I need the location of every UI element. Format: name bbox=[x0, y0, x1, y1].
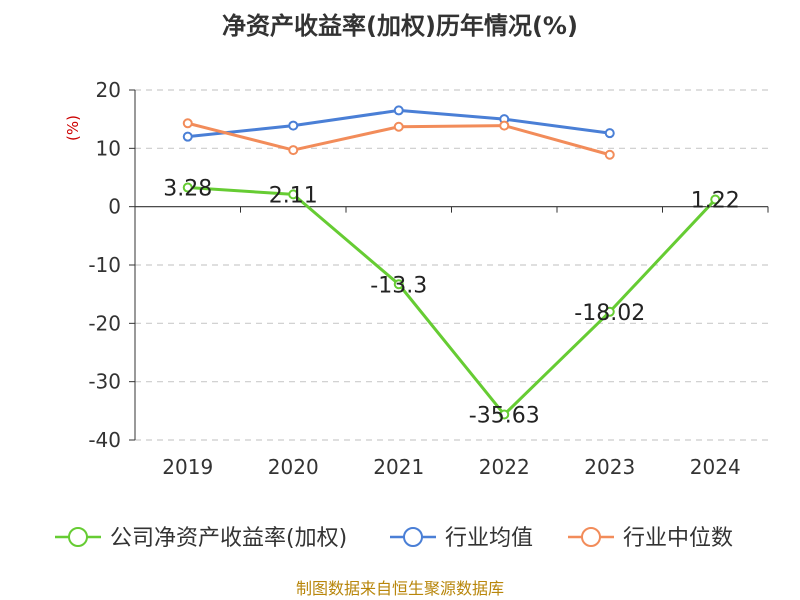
y-tick-label: -10 bbox=[88, 253, 121, 277]
data-point bbox=[393, 121, 404, 132]
x-tick-label: 2022 bbox=[479, 455, 530, 479]
series-line-0 bbox=[187, 186, 717, 417]
data-point bbox=[288, 189, 299, 200]
y-tick-label: -40 bbox=[88, 428, 121, 452]
legend-swatch-marker bbox=[68, 527, 88, 547]
y-tick-label: -20 bbox=[88, 311, 121, 335]
y-tick-label: -30 bbox=[88, 370, 121, 394]
data-point bbox=[499, 120, 510, 131]
data-point bbox=[182, 118, 193, 129]
data-point bbox=[182, 131, 193, 142]
x-tick-label: 2020 bbox=[268, 455, 319, 479]
data-point bbox=[499, 409, 510, 420]
legend-swatch-marker bbox=[581, 527, 601, 547]
legend-label: 公司净资产收益率(加权) bbox=[110, 526, 347, 551]
data-label-layer: 3.28 2.11 -13.3 -35.63 -18.02 1.22 bbox=[163, 177, 739, 429]
data-point bbox=[604, 306, 615, 317]
data-label: 1.22 bbox=[691, 189, 740, 214]
data-label: -18.02 bbox=[574, 301, 645, 326]
legend-label: 行业均值 bbox=[445, 526, 533, 551]
chart-title: 净资产收益率(加权)历年情况(%) bbox=[222, 12, 578, 40]
y-axis-label: (%) bbox=[64, 115, 82, 141]
x-tick-label: 2024 bbox=[690, 455, 741, 479]
data-point bbox=[288, 120, 299, 131]
axis-layer: 20 10 0 -10 -20 -30 -40 2019 2020 2021 2022 2023 202… bbox=[88, 78, 769, 479]
legend-swatch-marker bbox=[403, 527, 423, 547]
data-point bbox=[182, 182, 193, 193]
y-tick-label: 10 bbox=[96, 136, 121, 160]
x-tick-label: 2019 bbox=[162, 455, 213, 479]
y-tick-label: 0 bbox=[108, 195, 121, 219]
data-point bbox=[288, 145, 299, 156]
data-point bbox=[604, 128, 615, 139]
legend: 公司净资产收益率(加权) 行业均值 行业中位数 bbox=[55, 526, 733, 551]
data-label: 3.28 bbox=[163, 177, 212, 202]
data-point bbox=[604, 149, 615, 160]
data-point bbox=[393, 105, 404, 116]
grid-layer bbox=[135, 89, 768, 441]
legend-label: 行业中位数 bbox=[623, 526, 733, 551]
data-label: 2.11 bbox=[269, 183, 318, 208]
data-point bbox=[393, 279, 404, 290]
y-tick-label: 20 bbox=[96, 78, 121, 102]
data-source-note: 制图数据来自恒生聚源数据库 bbox=[296, 579, 504, 598]
series-layer bbox=[182, 105, 721, 420]
x-tick-label: 2021 bbox=[373, 455, 424, 479]
data-label: -35.63 bbox=[469, 404, 540, 429]
data-label: -13.3 bbox=[370, 273, 427, 298]
x-tick-label: 2023 bbox=[584, 455, 635, 479]
data-point bbox=[710, 194, 721, 205]
